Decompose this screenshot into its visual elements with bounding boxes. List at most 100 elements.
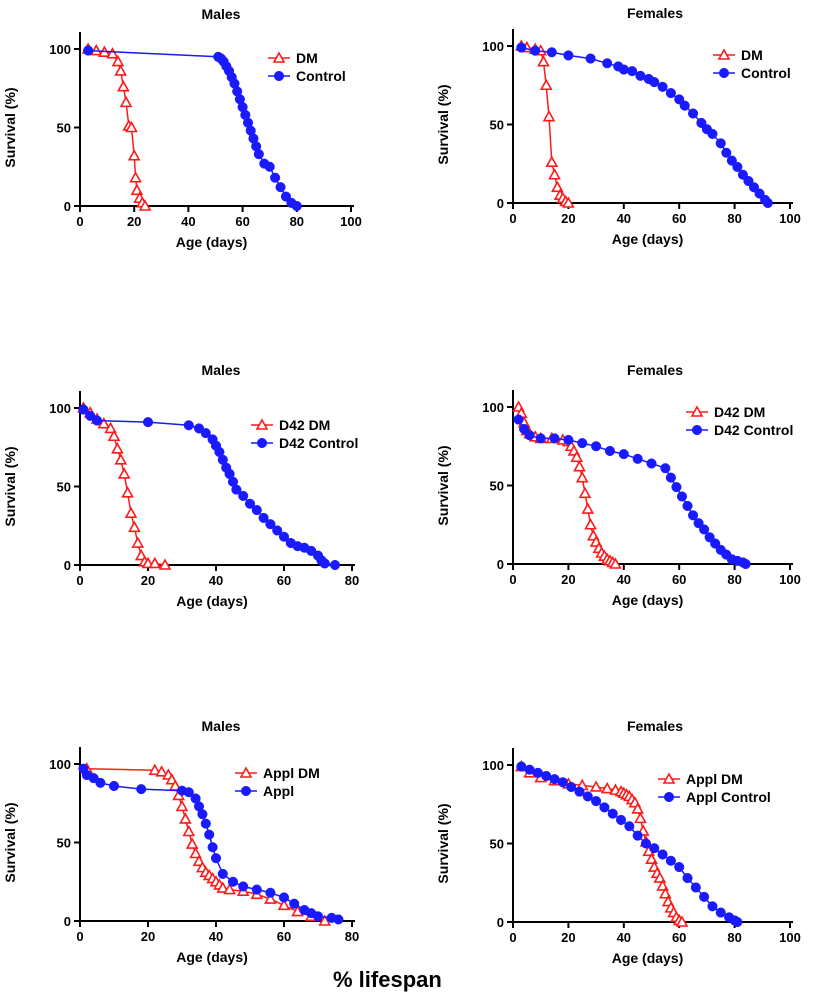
x-tick-label: 60 bbox=[672, 930, 686, 945]
data-point bbox=[582, 791, 593, 802]
data-point bbox=[289, 898, 300, 909]
y-axis-label: Survival (%) bbox=[435, 84, 451, 164]
data-point bbox=[253, 149, 264, 160]
chart-panel-5: Males 0 50 100 0 20 40 60 80 Age (days) Survival (… bbox=[2, 718, 359, 965]
data-point bbox=[535, 433, 546, 444]
data-point bbox=[155, 765, 168, 777]
legend-label: D42 DM bbox=[714, 404, 765, 420]
data-point bbox=[238, 490, 249, 501]
x-tick-label: 20 bbox=[127, 214, 141, 229]
series-dm bbox=[514, 39, 575, 208]
x-axis-label: Age (days) bbox=[612, 950, 684, 966]
legend-label: D42 Control bbox=[714, 422, 793, 438]
data-point bbox=[539, 78, 553, 91]
x-tick-label: 0 bbox=[76, 214, 83, 229]
y-tick-label: 0 bbox=[64, 914, 71, 929]
data-point bbox=[264, 892, 277, 904]
x-tick-label: 20 bbox=[561, 930, 575, 945]
data-point bbox=[158, 558, 172, 570]
y-axis-label: Survival (%) bbox=[2, 446, 18, 526]
y-tick-label: 100 bbox=[49, 401, 71, 416]
legend-entry: Appl DM bbox=[235, 765, 320, 781]
x-axis-label: Age (days) bbox=[612, 592, 684, 608]
y-axis-label: Survival (%) bbox=[2, 87, 18, 167]
y-tick-label: 0 bbox=[64, 199, 71, 214]
data-point bbox=[131, 536, 145, 548]
legend-marker bbox=[690, 405, 704, 417]
series-dm bbox=[81, 42, 152, 211]
y-tick-label: 50 bbox=[490, 837, 504, 852]
x-axis-label: Age (days) bbox=[176, 593, 248, 609]
data-point bbox=[545, 155, 559, 167]
series-line bbox=[520, 766, 683, 923]
data-point bbox=[634, 811, 647, 824]
data-point bbox=[618, 64, 629, 75]
x-tick-label: 20 bbox=[141, 573, 155, 588]
data-point bbox=[272, 525, 283, 536]
data-point bbox=[665, 855, 676, 866]
chart-title: Females bbox=[627, 718, 683, 734]
data-point bbox=[270, 172, 281, 183]
data-point bbox=[679, 100, 690, 111]
data-point bbox=[699, 891, 710, 902]
legend-marker bbox=[691, 424, 703, 436]
data-point bbox=[615, 814, 627, 826]
series-line bbox=[82, 407, 166, 566]
chart-panel-3: Males 0 50 100 0 20 40 60 80 Age (days) Survival (… bbox=[2, 362, 359, 609]
x-tick-label: 0 bbox=[509, 930, 516, 945]
data-point bbox=[581, 502, 595, 514]
chart-panel-4: Females 0 50 100 0 20 40 60 80 100 Age (days) Survi… bbox=[435, 362, 801, 608]
x-tick-label: 100 bbox=[779, 930, 801, 945]
data-point bbox=[329, 559, 341, 571]
data-point bbox=[333, 914, 344, 925]
data-point bbox=[210, 853, 222, 864]
data-point bbox=[524, 430, 535, 441]
data-point bbox=[91, 415, 103, 426]
legend-label: DM bbox=[296, 50, 318, 66]
data-point bbox=[200, 818, 211, 829]
x-tick-label: 20 bbox=[561, 211, 575, 226]
data-point bbox=[278, 531, 290, 542]
data-point bbox=[690, 882, 701, 893]
data-point bbox=[682, 500, 693, 511]
series-line bbox=[521, 45, 569, 204]
chart-title: Males bbox=[202, 362, 241, 378]
data-point bbox=[602, 58, 613, 69]
legend-entry: DM bbox=[713, 47, 763, 63]
data-point bbox=[574, 786, 585, 797]
data-point bbox=[275, 182, 286, 193]
data-point bbox=[138, 199, 152, 211]
x-tick-label: 40 bbox=[617, 211, 631, 226]
data-point bbox=[573, 460, 586, 472]
data-point bbox=[106, 47, 119, 59]
chart-panel-6: Females 0 50 100 0 20 40 60 80 100 Age (days) Survi… bbox=[435, 718, 801, 966]
y-tick-label: 100 bbox=[482, 758, 504, 773]
legend-label: DM bbox=[741, 47, 763, 63]
x-tick-label: 80 bbox=[727, 572, 741, 587]
legend-label: Control bbox=[296, 68, 346, 84]
x-tick-label: 40 bbox=[209, 573, 223, 588]
x-tick-label: 0 bbox=[76, 929, 83, 944]
data-point bbox=[660, 463, 671, 474]
data-point bbox=[657, 849, 668, 860]
x-tick-label: 20 bbox=[561, 572, 575, 587]
data-point bbox=[264, 161, 275, 172]
data-point bbox=[319, 558, 330, 569]
data-point bbox=[516, 42, 527, 53]
data-point bbox=[688, 510, 699, 521]
data-point bbox=[513, 414, 524, 425]
data-point bbox=[129, 171, 142, 183]
data-point bbox=[104, 421, 117, 434]
data-point bbox=[124, 506, 138, 518]
data-point bbox=[121, 486, 134, 498]
data-point bbox=[189, 846, 202, 859]
chart-title: Females bbox=[627, 362, 683, 378]
data-point bbox=[732, 916, 743, 928]
data-point bbox=[707, 128, 718, 139]
data-point bbox=[312, 911, 324, 922]
legend-marker bbox=[256, 437, 268, 449]
legend-label: D42 DM bbox=[279, 417, 330, 433]
y-tick-label: 0 bbox=[497, 557, 504, 572]
legend-marker bbox=[718, 67, 730, 79]
data-point bbox=[707, 901, 718, 912]
